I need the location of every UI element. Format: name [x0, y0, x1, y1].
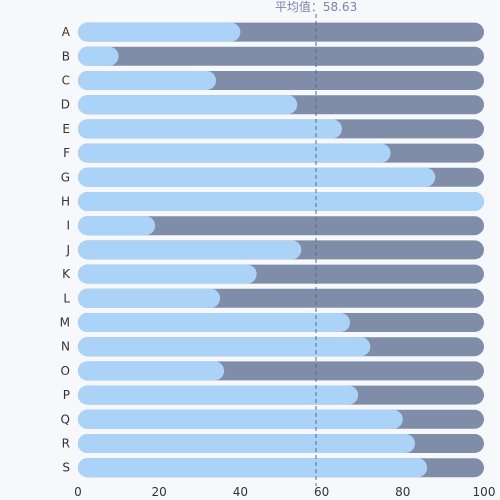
category-label-q: Q — [61, 412, 70, 426]
category-label-k: K — [62, 267, 71, 281]
x-tick-label-20: 20 — [152, 485, 167, 499]
category-label-s: S — [62, 461, 70, 475]
bar-f — [78, 143, 391, 163]
category-label-p: P — [63, 388, 70, 402]
x-tick-label-0: 0 — [74, 485, 82, 499]
category-label-r: R — [62, 437, 70, 451]
category-label-f: F — [63, 146, 70, 160]
bar-e — [78, 119, 342, 139]
bar-a — [78, 22, 241, 42]
bar-d — [78, 95, 298, 115]
category-label-m: M — [60, 316, 70, 330]
bar-h — [78, 192, 484, 211]
category-label-o: O — [61, 364, 70, 378]
average-label: 平均值：58.63 — [275, 0, 357, 14]
x-tick-label-80: 80 — [395, 485, 410, 499]
bar-track-i — [78, 216, 484, 236]
bar-c — [78, 71, 217, 90]
bar-q — [78, 409, 403, 429]
bar-s — [78, 458, 428, 478]
bar-g — [78, 167, 436, 187]
bar-l — [78, 288, 221, 308]
bar-r — [78, 434, 415, 453]
category-label-d: D — [61, 98, 70, 112]
x-tick-label-100: 100 — [473, 485, 496, 499]
category-label-l: L — [63, 291, 70, 305]
bar-p — [78, 385, 359, 405]
bar-m — [78, 313, 351, 332]
bar-track-b — [78, 46, 484, 66]
bar-b — [78, 46, 119, 66]
bar-o — [78, 361, 225, 381]
bar-j — [78, 240, 302, 260]
bar-k — [78, 264, 257, 284]
category-label-j: J — [65, 243, 70, 257]
category-label-b: B — [62, 49, 70, 63]
bar-i — [78, 216, 156, 236]
category-label-g: G — [61, 170, 70, 184]
category-label-h: H — [61, 195, 70, 209]
category-label-i: I — [66, 219, 70, 233]
category-label-c: C — [62, 74, 70, 88]
category-label-e: E — [62, 122, 70, 136]
x-tick-label-60: 60 — [314, 485, 329, 499]
x-tick-label-40: 40 — [233, 485, 248, 499]
category-label-n: N — [61, 340, 70, 354]
category-label-a: A — [62, 25, 71, 39]
bar-n — [78, 337, 371, 357]
